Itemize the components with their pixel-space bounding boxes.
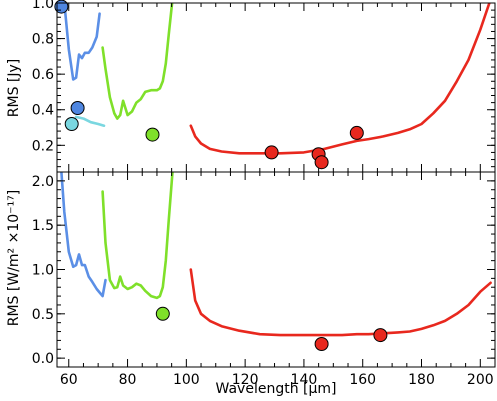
series-line-4 <box>189 3 491 155</box>
data-point <box>145 127 160 142</box>
bottom-panel: 60 80 100 120 140 160 180 200 0.0 0.5 1.0 1.5 2.0 <box>32 171 496 388</box>
plot-frame <box>56 2 496 173</box>
data-point <box>64 117 79 131</box>
series-line-1 <box>61 3 101 81</box>
x-tick-label: 180 <box>408 372 435 388</box>
series-group <box>61 3 491 155</box>
y-tick-label: 0.0 <box>32 351 54 367</box>
x-axis-label: Wavelength [μm] <box>216 381 337 397</box>
y-tick-label: 2.0 <box>32 174 54 190</box>
y-tick-label: 1.5 <box>32 218 54 234</box>
series-line-3 <box>101 3 174 120</box>
x-tick-label: 120 <box>232 372 259 388</box>
series-line-1 <box>60 172 107 298</box>
data-point <box>314 155 329 170</box>
bottom-y-axis-label: RMS [W/m² ×10⁻¹⁷] <box>6 190 22 327</box>
data-point <box>155 306 170 321</box>
data-point <box>314 337 329 351</box>
x-tick-label: 80 <box>119 372 137 388</box>
plot-frame <box>56 171 496 368</box>
data-point <box>70 101 85 115</box>
y-tick-label: 0.2 <box>32 138 54 154</box>
top-panel: 0.2 0.4 0.6 0.8 1.0 <box>32 0 496 173</box>
x-tick-label: 100 <box>173 372 200 388</box>
data-point <box>349 125 364 140</box>
series-line-2 <box>74 115 106 127</box>
y-tick-label: 0.5 <box>32 307 54 323</box>
x-tick-label: 140 <box>291 372 318 388</box>
y-tick-label: 1.0 <box>32 263 54 279</box>
x-tick-label: 160 <box>349 372 376 388</box>
series-line-2 <box>101 172 174 300</box>
x-tick-label: 60 <box>60 372 78 388</box>
y-tick-label: 0.8 <box>32 32 54 48</box>
y-tick-label: 0.6 <box>32 67 54 83</box>
series-group <box>60 172 492 337</box>
top-y-axis-label: RMS [Jy] <box>6 59 22 117</box>
x-tick-label: 200 <box>467 372 494 388</box>
y-tick-label: 0.4 <box>32 103 54 119</box>
y-tick-label: 1.0 <box>32 0 54 12</box>
series-line-3 <box>189 268 492 337</box>
data-point <box>373 328 388 343</box>
data-point <box>264 145 279 160</box>
